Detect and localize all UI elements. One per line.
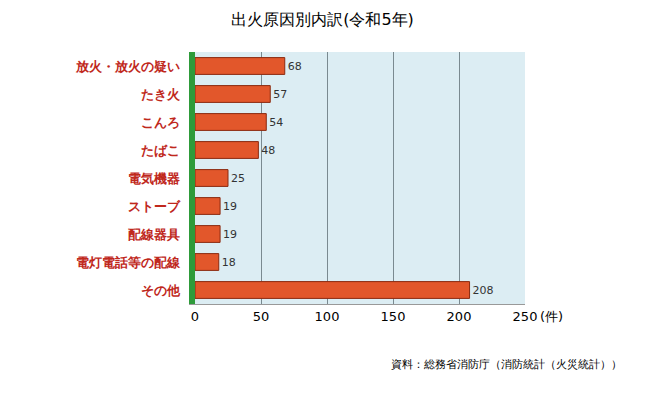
svg-text:48: 48 <box>261 144 275 157</box>
svg-text:250: 250 <box>513 309 538 324</box>
svg-text:100: 100 <box>315 309 340 324</box>
svg-text:たばこ: たばこ <box>141 143 180 158</box>
svg-text:(件): (件) <box>540 309 563 324</box>
svg-text:配線器具: 配線器具 <box>128 227 180 242</box>
svg-text:200: 200 <box>447 309 472 324</box>
svg-text:電灯電話等の配線: 電灯電話等の配線 <box>76 255 181 270</box>
svg-text:50: 50 <box>253 309 270 324</box>
svg-text:68: 68 <box>288 60 302 73</box>
svg-text:19: 19 <box>223 200 237 213</box>
svg-text:19: 19 <box>223 228 237 241</box>
svg-text:ストーブ: ストーブ <box>128 199 181 214</box>
svg-text:電気機器: 電気機器 <box>128 171 180 186</box>
svg-text:150: 150 <box>381 309 406 324</box>
svg-text:たき火: たき火 <box>141 87 181 102</box>
svg-text:54: 54 <box>269 116 283 129</box>
svg-text:0: 0 <box>191 309 199 324</box>
svg-text:その他: その他 <box>141 283 181 298</box>
svg-text:出火原因別内訳(令和5年): 出火原因別内訳(令和5年) <box>231 10 414 29</box>
svg-text:25: 25 <box>231 172 245 185</box>
svg-text:こんろ: こんろ <box>141 115 180 130</box>
svg-text:57: 57 <box>273 88 287 101</box>
svg-text:資料：総務省消防庁（消防統計（火災統計））: 資料：総務省消防庁（消防統計（火災統計）） <box>391 358 622 371</box>
svg-text:208: 208 <box>473 284 494 297</box>
svg-text:放火・放火の疑い: 放火・放火の疑い <box>75 59 180 74</box>
svg-text:18: 18 <box>222 256 236 269</box>
